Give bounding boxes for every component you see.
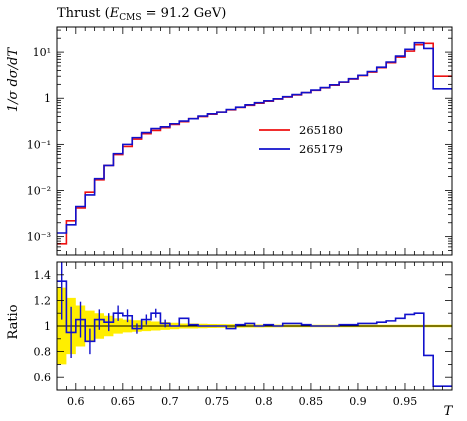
x-tick-label: 0.95 bbox=[393, 395, 418, 408]
legend-label-265180: 265180 bbox=[299, 123, 343, 137]
ratio-y-tick-label: 0.8 bbox=[34, 346, 52, 359]
y-tick-label: 10⁻³ bbox=[27, 231, 51, 244]
x-axis-label: T bbox=[444, 404, 454, 419]
ratio-y-tick-label: 0.6 bbox=[34, 371, 52, 384]
ratio-plot-panel: 0.6 0.65 0.7 0.75 0.8 0.85 0.9 0.95 0.6 0.8 1 1.2 1.… bbox=[34, 27, 453, 408]
ratio-y-tick-label: 1.2 bbox=[34, 294, 52, 307]
y-tick-label: 1 bbox=[44, 92, 51, 105]
x-tick-label: 0.65 bbox=[111, 395, 136, 408]
x-tick-label: 0.75 bbox=[205, 395, 230, 408]
ratio-y-tick-label: 1 bbox=[44, 320, 51, 333]
y-tick-label: 10⁻² bbox=[27, 185, 51, 198]
series-line-265179 bbox=[57, 41, 452, 234]
x-tick-label: 0.9 bbox=[349, 395, 367, 408]
legend-label-265179: 265179 bbox=[299, 142, 343, 156]
ratio-y-tick-label: 1.4 bbox=[34, 269, 52, 282]
ratio-y-axis-label: Ratio bbox=[6, 304, 21, 339]
chart-title: Thrust (ECMS = 91.2 GeV) bbox=[57, 6, 226, 23]
legend: 265180 265179 bbox=[259, 123, 343, 156]
x-tick-label: 0.8 bbox=[255, 395, 273, 408]
y-tick-label: 10¹ bbox=[33, 46, 51, 59]
y-tick-label: 10⁻¹ bbox=[27, 138, 51, 151]
main-plot-panel: 10⁻³ 10⁻² 10⁻¹ 1 10¹ bbox=[27, 26, 453, 256]
main-y-axis-label: 1/σ dσ/dT bbox=[6, 47, 21, 113]
x-tick-label: 0.6 bbox=[67, 395, 85, 408]
x-tick-label: 0.85 bbox=[299, 395, 324, 408]
series-line-265180 bbox=[57, 42, 452, 245]
x-tick-label: 0.7 bbox=[161, 395, 179, 408]
